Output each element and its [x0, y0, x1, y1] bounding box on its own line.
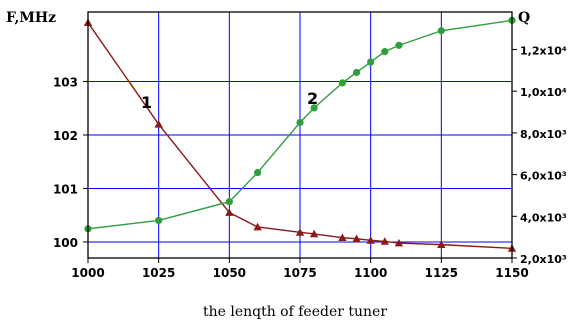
y-left-tick-label: 103: [53, 76, 78, 90]
tick-layer: 1000 1025 1050 1075 1100 1125 1150 100 101 102 103…: [53, 45, 567, 280]
y-axis-left-label: F,MHz: [6, 10, 56, 26]
series-1-annotation: 1: [141, 93, 152, 112]
y-right-tick-label: 8,0x10³: [520, 128, 567, 141]
series-2-point: [381, 48, 389, 56]
series-2-point: [437, 27, 445, 35]
y-right-tick-label: 1,2x10⁴: [520, 45, 567, 58]
series-layer: [83, 16, 517, 252]
series-2-point: [367, 58, 375, 66]
series-1-point: [225, 208, 234, 216]
y-left-tick-label: 101: [53, 182, 78, 196]
x-tick-label: 1125: [425, 266, 458, 280]
series-1-point: [309, 229, 319, 238]
y-axis-right-label: Q: [518, 10, 530, 26]
series-2: [84, 16, 516, 233]
x-tick-label: 1150: [495, 266, 528, 280]
y-left-tick-label: 102: [53, 129, 78, 143]
x-axis-label: the lenqth of feeder tuner: [203, 304, 387, 320]
series-2-point: [352, 68, 361, 77]
y-right-tick-label: 4,0x10³: [520, 211, 567, 224]
x-tick-label: 1100: [354, 266, 387, 280]
grid-layer: [87, 12, 513, 258]
series-2-point: [310, 104, 318, 112]
series-1-point: [338, 233, 347, 242]
series-1-point: [154, 120, 163, 128]
series-1-point: [380, 237, 389, 245]
series-2-point: [296, 118, 304, 127]
series-1-point: [352, 234, 361, 243]
series-2-point: [155, 216, 163, 225]
series-2-point: [225, 198, 233, 206]
y-right-tick-label: 2,0x10³: [520, 253, 567, 266]
series-1-point: [394, 238, 404, 247]
x-tick-label: 1075: [283, 266, 316, 280]
x-tick-label: 1050: [213, 266, 246, 280]
series-2-annotation: 2: [307, 89, 318, 108]
x-tick-label: 1025: [142, 266, 175, 280]
series-1-point: [366, 236, 375, 244]
series-2-point: [338, 79, 346, 87]
series-1-point: [437, 240, 446, 248]
series-1: [83, 18, 517, 252]
y-right-tick-label: 6,0x10³: [520, 170, 567, 183]
series-2-point: [254, 168, 262, 177]
series-2-point: [395, 41, 403, 49]
x-tick-label: 1000: [71, 266, 104, 280]
series-1-point: [295, 228, 305, 236]
series-1-point: [253, 222, 262, 231]
y-right-tick-label: 1,0x10⁴: [520, 86, 567, 99]
y-left-tick-label: 100: [53, 236, 78, 250]
